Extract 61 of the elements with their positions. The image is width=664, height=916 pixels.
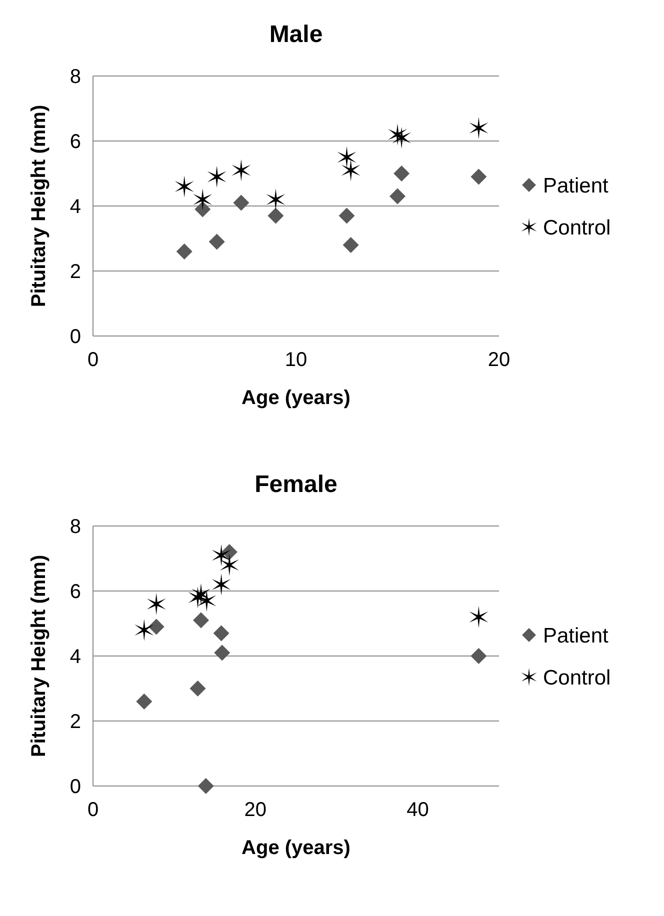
y-tick-label: 6 bbox=[70, 581, 81, 603]
chart-title: Male bbox=[269, 21, 323, 48]
point bbox=[268, 208, 284, 224]
point bbox=[390, 188, 406, 204]
point bbox=[337, 146, 356, 168]
x-axis-title: Age (years) bbox=[242, 387, 350, 409]
legend-label: Patient bbox=[543, 174, 609, 198]
chart-title: Female bbox=[254, 471, 338, 498]
x-tick-label: 10 bbox=[284, 349, 308, 371]
point bbox=[212, 544, 231, 566]
y-tick-label: 8 bbox=[70, 66, 81, 88]
point bbox=[208, 234, 225, 250]
point bbox=[338, 208, 355, 224]
x-tick-label: 20 bbox=[244, 799, 267, 821]
point bbox=[213, 625, 230, 642]
point bbox=[469, 117, 488, 139]
y-tick-label: 8 bbox=[70, 516, 81, 538]
point bbox=[146, 593, 166, 615]
legend-label: Control bbox=[543, 216, 611, 240]
y-tick-label: 4 bbox=[70, 646, 81, 668]
point bbox=[469, 606, 488, 628]
point bbox=[194, 201, 211, 218]
point bbox=[192, 612, 209, 628]
point bbox=[266, 188, 286, 210]
point bbox=[197, 590, 216, 612]
y-tick-label: 0 bbox=[70, 326, 81, 348]
point bbox=[470, 168, 487, 185]
x-tick-label: 0 bbox=[87, 799, 99, 821]
x-tick-label: 20 bbox=[488, 349, 510, 371]
point bbox=[392, 126, 412, 149]
point bbox=[342, 237, 359, 253]
point bbox=[341, 159, 360, 182]
y-tick-label: 2 bbox=[70, 711, 81, 733]
point bbox=[174, 176, 194, 198]
y-tick-label: 2 bbox=[70, 261, 81, 283]
point bbox=[214, 644, 230, 661]
point bbox=[470, 648, 487, 664]
point bbox=[148, 618, 164, 635]
x-axis-title: Age (years) bbox=[242, 837, 350, 859]
x-tick-label: 40 bbox=[406, 799, 429, 821]
y-tick-label: 4 bbox=[70, 196, 81, 218]
y-tick-label: 0 bbox=[70, 776, 81, 798]
point bbox=[176, 244, 192, 260]
y-tick-label: 6 bbox=[70, 131, 81, 153]
point bbox=[233, 194, 250, 211]
point bbox=[190, 680, 206, 696]
point bbox=[394, 166, 410, 182]
y-axis-title: Pituitary Height (mm) bbox=[28, 554, 50, 758]
point bbox=[207, 166, 226, 188]
y-axis-title: Pituitary Height (mm) bbox=[28, 104, 50, 308]
point bbox=[232, 159, 251, 182]
point bbox=[193, 188, 212, 210]
legend-label: Patient bbox=[543, 624, 609, 648]
point bbox=[198, 778, 214, 794]
legend-label: Control bbox=[543, 666, 611, 690]
point bbox=[220, 554, 239, 576]
point bbox=[134, 619, 154, 641]
point bbox=[212, 574, 231, 596]
x-tick-label: 0 bbox=[87, 349, 99, 371]
point bbox=[136, 694, 152, 710]
point bbox=[191, 583, 211, 606]
